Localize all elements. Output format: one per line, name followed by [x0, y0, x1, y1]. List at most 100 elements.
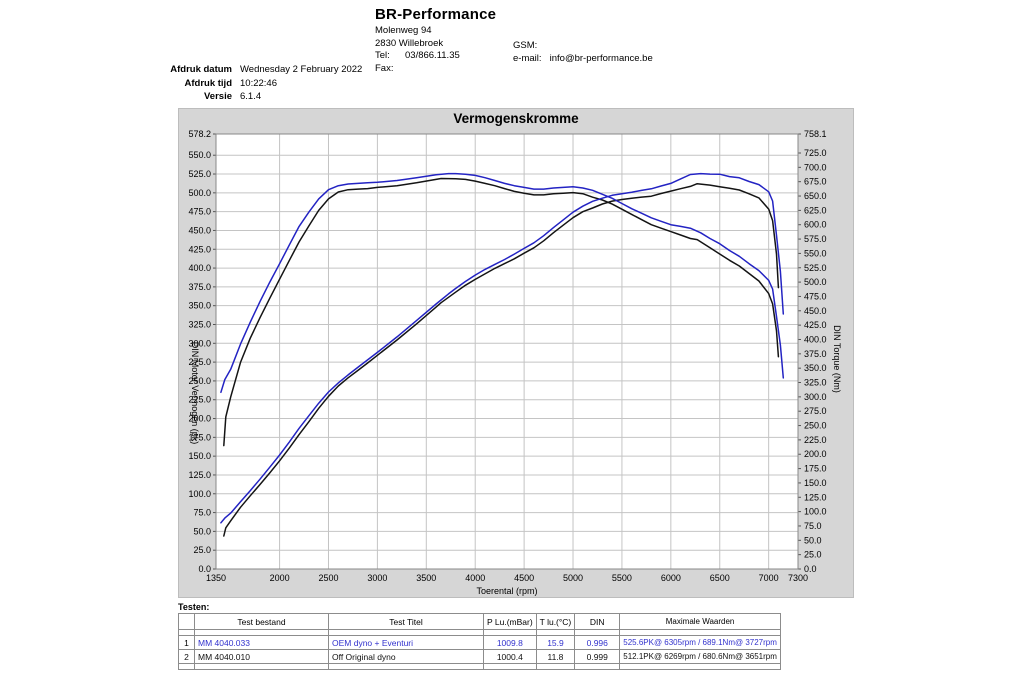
left-tick-label: 578.2 [188, 129, 211, 139]
tel-label: Tel: [375, 50, 390, 61]
x-tick-label: 5000 [563, 573, 583, 583]
col-header-number [178, 613, 195, 630]
left-tick-label: 150.0 [188, 451, 211, 461]
left-tick-label: 550.0 [188, 150, 211, 160]
right-axis-title: DIN Torque (Nm) [832, 325, 842, 393]
run2-number: 2 [178, 649, 195, 664]
x-tick-label: 7000 [759, 573, 779, 583]
run2-p-lu: 1000.4 [483, 649, 537, 664]
fax-row: Fax: [375, 62, 496, 74]
col-header-test-bestand: Test bestand [194, 613, 329, 630]
x-tick-label: 6500 [710, 573, 730, 583]
dyno-chart: 1350 2000 2500 3000 3500 4000 4500 5000 5500 6000… [188, 129, 842, 596]
table-spacer-row [178, 663, 781, 670]
left-tick-label: 425.0 [188, 244, 211, 254]
run1-test-titel: OEM dyno + Eventuri [328, 635, 484, 650]
right-tick-label: 625.0 [804, 205, 827, 215]
run2-din: 0.999 [574, 649, 621, 664]
run2-maximale-waarden: 512.1PK@ 6269rpm / 680.6Nm@ 3651rpm [619, 649, 781, 664]
right-tick-label: 150.0 [804, 478, 827, 488]
right-tick-label: 175.0 [804, 464, 827, 474]
right-tick-label: 525.0 [804, 263, 827, 273]
right-tick-label: 450.0 [804, 306, 827, 316]
curve-off-original-dyno-power-pk- [223, 182, 780, 537]
left-tick-label: 225.0 [188, 395, 211, 405]
left-tick-label: 0.0 [198, 564, 211, 574]
right-tick-label: 575.0 [804, 234, 827, 244]
right-tick-label: 225.0 [804, 435, 827, 445]
left-tick-label: 50.0 [193, 526, 211, 536]
left-tick-label: 25.0 [193, 545, 211, 555]
right-tick-label: 275.0 [804, 406, 827, 416]
left-tick-label: 375.0 [188, 282, 211, 292]
gsm-label: GSM: [513, 40, 538, 51]
right-tick-label: 675.0 [804, 177, 827, 187]
col-header-maximale-waarden: Maximale Waarden [619, 613, 781, 630]
left-tick-label: 250.0 [188, 376, 211, 386]
right-tick-label: 125.0 [804, 492, 827, 502]
fax-label: Fax: [375, 62, 394, 74]
run1-test-bestand: MM 4040.033 [194, 635, 329, 650]
tests-section-label: Testen: [178, 602, 210, 612]
left-tick-label: 350.0 [188, 301, 211, 311]
x-tick-label: 3000 [367, 573, 387, 583]
right-tick-label: 350.0 [804, 363, 827, 373]
plot-border [215, 133, 799, 570]
print-time-row: Afdruk tijd 10:22:46 [140, 78, 362, 89]
left-tick-label: 400.0 [188, 263, 211, 273]
print-date-value: Wednesday 2 February 2022 [240, 64, 363, 75]
chart-title: Vermogenskromme [453, 111, 579, 126]
left-tick-label: 175.0 [188, 432, 211, 442]
company-name: BR-Performance [375, 6, 497, 23]
right-tick-label: 700.0 [804, 162, 827, 172]
gsm-email-block: GSM: e-mail: info@br-performance.be [513, 41, 653, 66]
version-label: Versie [204, 91, 232, 102]
x-tick-label: 5500 [612, 573, 632, 583]
right-tick-label: 650.0 [804, 191, 827, 201]
phone-row: Tel: 03/866.11.35 [375, 51, 496, 61]
run1-maximale-waarden: 525.6PK@ 6305rpm / 689.1Nm@ 3727rpm [619, 635, 781, 650]
run2-test-titel: Off Original dyno [328, 649, 484, 664]
right-tick-label: 500.0 [804, 277, 827, 287]
right-tick-label: 425.0 [804, 320, 827, 330]
right-tick-label: 100.0 [804, 507, 827, 517]
left-tick-label: 100.0 [188, 489, 211, 499]
x-axis-title: Toerental (rpm) [476, 586, 537, 596]
right-tick-label: 200.0 [804, 449, 827, 459]
address-street: Molenweg 94 [375, 25, 432, 36]
right-tick-label: 325.0 [804, 378, 827, 388]
left-tick-label: 75.0 [193, 508, 211, 518]
left-tick-label: 300.0 [188, 338, 211, 348]
right-tick-label: 475.0 [804, 291, 827, 301]
left-tick-label: 450.0 [188, 225, 211, 235]
run1-number: 1 [178, 635, 195, 650]
right-tick-label: 300.0 [804, 392, 827, 402]
left-tick-label: 125.0 [188, 470, 211, 480]
curve-off-original-dyno-torque-nm- [223, 177, 780, 447]
left-tick-label: 200.0 [188, 414, 211, 424]
curve-oem-dyno-eventuri-torque-nm- [220, 172, 785, 394]
x-tick-label: 4500 [514, 573, 534, 583]
right-tick-label: 50.0 [804, 535, 822, 545]
left-axis-title: DIN Motor Vermogen (pk) [190, 342, 200, 445]
left-tick-label: 475.0 [188, 207, 211, 217]
table-header-row: Test bestand Test Titel P Lu.(mBar) T lu… [178, 613, 781, 630]
right-tick-label: 375.0 [804, 349, 827, 359]
right-tick-label: 758.1 [804, 129, 827, 139]
col-header-din: DIN [574, 613, 621, 630]
run1-t-lu: 15.9 [535, 635, 576, 650]
run1-p-lu: 1009.8 [483, 635, 537, 650]
x-tick-label: 2000 [270, 573, 290, 583]
left-tick-label: 525.0 [188, 169, 211, 179]
x-tick-label: 6000 [661, 573, 681, 583]
power-curve-figure: Vermogenskromme 1350 2000 2500 3000 3500 4000… [178, 108, 854, 598]
curve-oem-dyno-eventuri-power-pk- [220, 172, 785, 524]
left-tick-label: 275.0 [188, 357, 211, 367]
run2-t-lu: 11.8 [535, 649, 576, 664]
right-tick-label: 0.0 [804, 564, 817, 574]
print-date-row: Afdruk datum Wednesday 2 February 2022 [140, 65, 362, 75]
tests-table: Test bestand Test Titel P Lu.(mBar) T lu… [178, 613, 781, 670]
right-tick-label: 550.0 [804, 248, 827, 258]
print-date-label: Afdruk datum [170, 64, 232, 75]
